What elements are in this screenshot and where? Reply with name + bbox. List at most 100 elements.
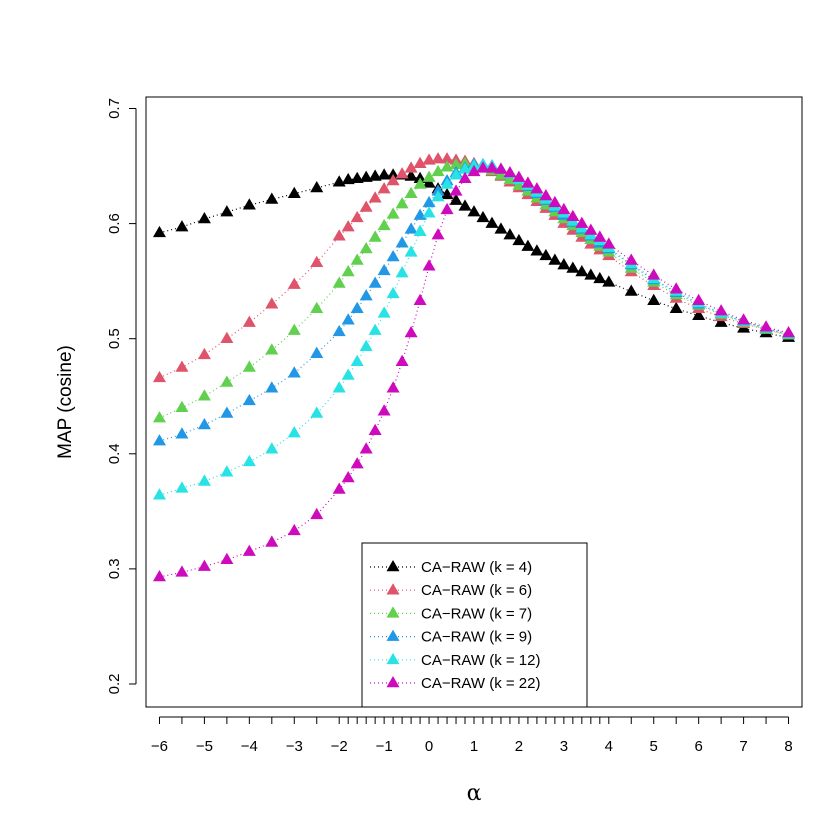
data-point — [449, 193, 463, 205]
data-point — [265, 381, 279, 393]
data-point — [476, 210, 490, 223]
data-point — [287, 523, 301, 536]
data-point — [197, 559, 211, 571]
data-point — [220, 205, 234, 217]
data-point — [404, 186, 418, 198]
series-layer — [152, 152, 796, 582]
data-point — [714, 315, 728, 327]
data-point — [332, 482, 346, 494]
data-point — [521, 176, 535, 188]
data-point — [359, 241, 373, 254]
legend-label: CA−RAW (k = 7) — [421, 605, 532, 622]
legend-label: CA−RAW (k = 22) — [421, 675, 540, 692]
data-point — [310, 346, 324, 358]
data-point — [220, 552, 234, 564]
data-point — [332, 324, 346, 337]
legend-label: CA−RAW (k = 9) — [421, 629, 532, 646]
data-point — [359, 289, 373, 301]
data-point — [386, 207, 400, 219]
data-point — [368, 191, 382, 203]
x-tick-label: 4 — [605, 738, 613, 755]
data-point — [422, 153, 436, 165]
x-tick-label: −3 — [286, 738, 303, 755]
data-point — [377, 182, 391, 194]
legend-marker — [386, 583, 400, 595]
data-point — [512, 233, 526, 246]
series-line — [159, 174, 789, 339]
data-point — [359, 200, 373, 212]
y-tick-label: 0.5 — [106, 328, 123, 349]
legend: CA−RAW (k = 4) CA−RAW (k = 6) CA−RAW (k = … — [361, 542, 588, 708]
data-point — [593, 271, 607, 284]
legend-box — [361, 542, 588, 708]
data-point — [152, 370, 166, 383]
legend-marker — [386, 676, 400, 688]
series-5 — [152, 161, 796, 582]
legend-entry: CA−RAW (k = 9) — [370, 629, 532, 646]
data-point — [386, 168, 400, 180]
data-point — [530, 182, 544, 194]
data-point — [512, 170, 526, 182]
data-point — [575, 264, 589, 277]
data-point — [566, 261, 580, 273]
data-point — [377, 404, 391, 416]
data-point — [220, 406, 234, 418]
data-point — [377, 168, 391, 180]
data-point — [368, 230, 382, 242]
data-point — [485, 216, 499, 228]
data-point — [359, 170, 373, 182]
data-point — [341, 220, 355, 232]
y-tick-label: 0.3 — [106, 558, 123, 579]
legend-marker — [386, 606, 400, 618]
x-tick-label: 7 — [739, 738, 747, 755]
y-tick-label: 0.4 — [106, 443, 123, 464]
series-line — [159, 158, 789, 379]
data-point — [458, 199, 472, 211]
data-point — [220, 331, 234, 343]
data-point — [404, 161, 418, 173]
data-point — [557, 202, 571, 215]
data-point — [476, 161, 490, 173]
data-point — [368, 276, 382, 288]
data-point — [310, 255, 324, 268]
data-point — [341, 313, 355, 325]
legend-entry: CA−RAW (k = 22) — [370, 675, 540, 692]
data-point — [692, 308, 706, 320]
data-point — [310, 406, 324, 418]
data-point — [782, 325, 796, 338]
data-point — [669, 301, 683, 314]
data-point — [242, 360, 256, 372]
data-point — [152, 225, 166, 238]
legend-entry: CA−RAW (k = 12) — [370, 652, 540, 669]
legend-marker — [386, 652, 400, 665]
data-point — [287, 323, 301, 335]
data-point — [692, 293, 706, 305]
data-point — [287, 366, 301, 378]
data-point — [485, 161, 499, 173]
data-point — [467, 205, 481, 217]
series-line — [159, 167, 789, 578]
data-point — [242, 544, 256, 556]
data-point — [310, 507, 324, 520]
x-tick-label: 1 — [470, 738, 478, 755]
data-point — [350, 171, 364, 183]
legend-marker — [386, 629, 400, 641]
data-point — [395, 197, 409, 209]
data-point — [602, 237, 616, 249]
series-1 — [152, 152, 796, 383]
data-point — [310, 180, 324, 193]
data-point — [413, 156, 427, 169]
data-point — [413, 177, 427, 189]
data-point — [377, 218, 391, 231]
series-0 — [152, 168, 796, 342]
data-point — [197, 418, 211, 430]
data-point — [759, 320, 773, 332]
data-point — [395, 354, 409, 366]
data-point — [287, 426, 301, 438]
data-point — [584, 223, 598, 235]
legend-marker — [386, 560, 400, 572]
data-point — [242, 315, 256, 327]
data-point — [377, 306, 391, 318]
data-point — [584, 268, 598, 280]
data-point — [548, 195, 562, 208]
